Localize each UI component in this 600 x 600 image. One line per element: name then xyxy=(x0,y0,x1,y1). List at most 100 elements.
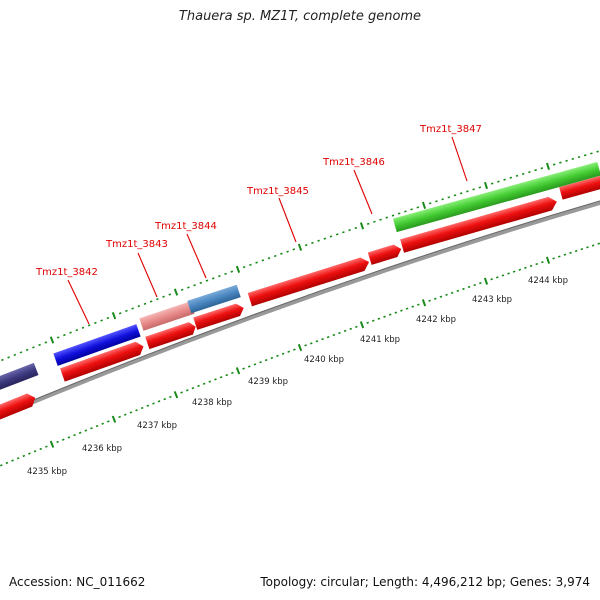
tick-mark xyxy=(205,279,209,282)
tick-mark xyxy=(107,420,110,423)
cds-feature[interactable] xyxy=(0,391,38,430)
tick-mark xyxy=(235,265,241,273)
tick-mark xyxy=(359,321,365,329)
cds-feature[interactable] xyxy=(367,243,403,265)
tick-mark xyxy=(391,214,395,217)
tick-mark xyxy=(49,440,55,448)
tick-mark xyxy=(140,406,144,410)
tick-mark xyxy=(90,427,93,430)
tick-mark xyxy=(411,305,415,308)
gene-label-tmz1t-3844[interactable]: Tmz1t_3844 xyxy=(154,221,217,232)
kbp-label: 4241 kbp xyxy=(360,335,400,345)
tick-mark xyxy=(259,361,262,364)
kbp-label: 4237 kbp xyxy=(137,421,177,431)
tick-mark xyxy=(273,254,277,258)
tick-mark xyxy=(552,257,555,260)
tick-mark xyxy=(342,231,345,234)
tick-mark xyxy=(135,409,138,412)
tick-mark xyxy=(125,309,128,313)
tick-mark xyxy=(366,222,370,225)
kbp-label: 4235 kbp xyxy=(27,467,67,477)
tick-mark xyxy=(28,452,31,455)
tick-mark xyxy=(580,248,584,251)
tick-mark xyxy=(247,365,251,368)
kbp-label: 4236 kbp xyxy=(82,444,122,454)
tick-mark xyxy=(211,277,215,280)
tick-mark xyxy=(106,316,110,320)
tick-mark xyxy=(428,299,431,302)
feature-blue-tmz1t-3842[interactable] xyxy=(53,324,141,366)
upper-tick-track xyxy=(1,150,599,362)
tick-mark xyxy=(33,450,37,453)
tick-mark xyxy=(421,299,427,307)
tick-mark xyxy=(242,367,245,370)
tick-mark xyxy=(359,222,365,230)
tick-mark xyxy=(61,438,65,441)
feature-green-tmz1t-3847[interactable] xyxy=(392,161,600,233)
feature-navy[interactable] xyxy=(0,362,39,396)
tick-mark xyxy=(507,272,510,275)
tick-mark xyxy=(354,226,358,230)
gene-label-tmz1t-3845[interactable]: Tmz1t_3845 xyxy=(246,186,309,197)
tick-mark xyxy=(180,288,184,291)
feature-pink-tmz1t-3843[interactable] xyxy=(139,301,195,331)
cds-feature[interactable] xyxy=(193,302,246,330)
tick-mark xyxy=(7,356,10,359)
tick-mark xyxy=(441,198,444,201)
tick-mark xyxy=(349,327,353,331)
tick-mark xyxy=(535,262,539,266)
tick-mark xyxy=(400,309,403,312)
tick-mark xyxy=(410,208,413,211)
tick-mark xyxy=(546,162,550,171)
tick-mark xyxy=(462,287,465,291)
tick-mark xyxy=(25,348,29,352)
tick-mark xyxy=(569,251,572,254)
feature-steel-tmz1t-3844[interactable] xyxy=(187,284,241,314)
tick-mark xyxy=(67,436,71,439)
tick-mark xyxy=(224,272,227,275)
tick-mark xyxy=(214,378,217,381)
tick-mark xyxy=(311,241,314,245)
tick-mark xyxy=(394,311,398,314)
cds-feature[interactable] xyxy=(400,195,559,253)
tick-mark xyxy=(123,413,127,416)
tick-mark xyxy=(0,464,3,467)
tick-mark xyxy=(208,380,212,383)
tick-mark xyxy=(541,261,544,264)
tick-mark xyxy=(417,303,420,306)
cds-feature[interactable] xyxy=(559,173,600,200)
tick-mark xyxy=(421,201,427,209)
tick-mark xyxy=(405,307,409,310)
tick-mark xyxy=(13,353,17,357)
tick-mark xyxy=(187,286,190,289)
tick-mark xyxy=(32,346,35,349)
tick-mark xyxy=(323,237,327,240)
cds-track xyxy=(0,173,600,430)
tick-mark xyxy=(439,295,443,298)
gene-label-tmz1t-3847[interactable]: Tmz1t_3847 xyxy=(419,124,482,135)
tick-mark xyxy=(529,264,533,268)
tick-mark xyxy=(495,276,499,279)
tick-mark xyxy=(512,270,516,273)
tick-mark xyxy=(379,218,382,221)
gene-label-tmz1t-3842[interactable]: Tmz1t_3842 xyxy=(35,267,98,278)
tick-mark xyxy=(185,389,189,392)
tick-mark xyxy=(433,297,437,300)
cds-feature[interactable] xyxy=(60,340,146,382)
genome-backbone xyxy=(0,200,600,418)
tick-mark xyxy=(276,354,279,358)
gene-label-tmz1t-3843[interactable]: Tmz1t_3843 xyxy=(105,239,168,250)
lower-tick-track xyxy=(0,242,600,467)
tick-mark xyxy=(131,307,134,310)
tick-mark xyxy=(75,329,79,332)
kbp-label: 4242 kbp xyxy=(416,315,456,325)
tick-mark xyxy=(280,252,283,255)
tick-mark xyxy=(253,363,257,366)
tick-mark xyxy=(332,333,336,337)
cds-feature[interactable] xyxy=(247,255,371,307)
gene-label-tmz1t-3846[interactable]: Tmz1t_3846 xyxy=(322,157,385,168)
tick-mark xyxy=(180,391,183,394)
cds-feature[interactable] xyxy=(145,321,197,350)
tick-mark xyxy=(309,342,313,345)
